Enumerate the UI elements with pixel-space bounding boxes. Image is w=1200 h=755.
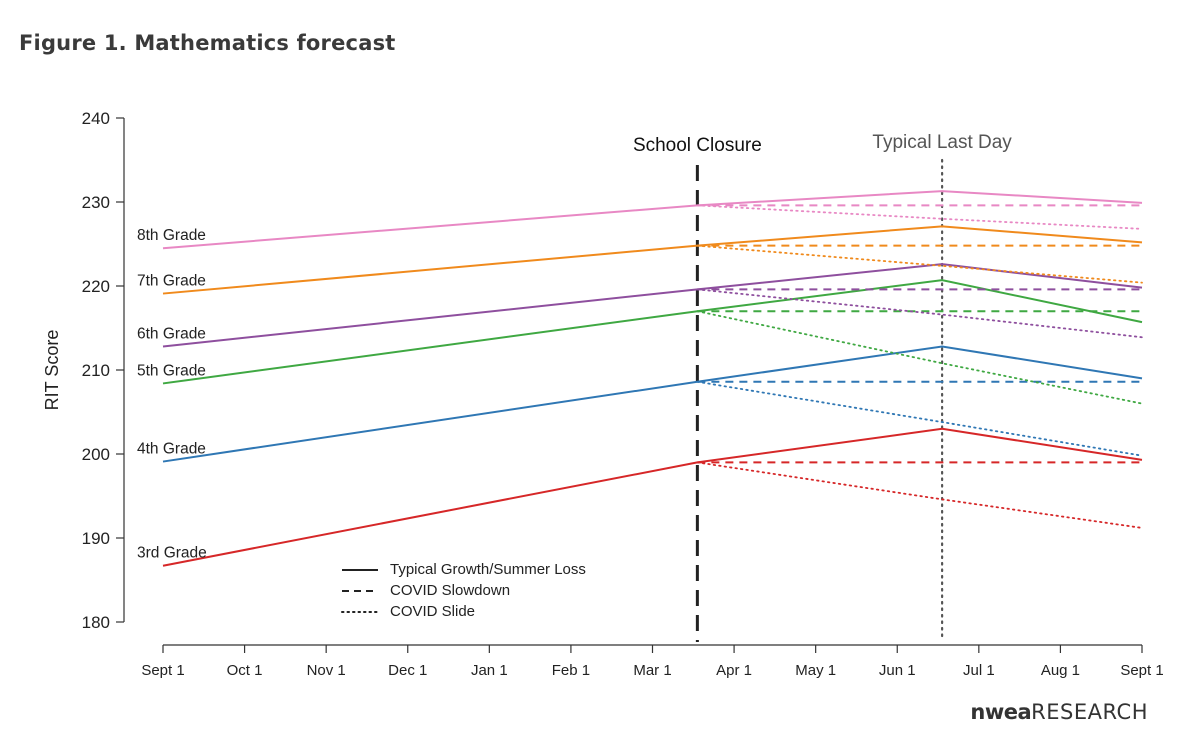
x-tick-label: May 1 [795,662,836,679]
legend-item-slide: COVID Slide [340,601,586,622]
7th-grade-label: 7th Grade [137,273,206,290]
y-axis-label: RIT Score [42,330,62,411]
x-tick-label: Sept 1 [1120,662,1163,679]
brand-logo-word: RESEARCH [1031,700,1148,724]
x-tick-label: Jun 1 [879,662,916,679]
5th-grade-typical-line [162,279,1143,385]
8th-grade-typical-line [162,190,1143,250]
legend: Typical Growth/Summer Loss COVID Slowdow… [340,559,586,622]
legend-swatch-solid [342,568,378,571]
axes: 180 190 200 210 220 230 240 RIT Score Sept 1 Oct … [42,109,1164,679]
6th-grade-covid-slide-line [696,288,1143,339]
3rd-grade-typical-line [162,427,1143,567]
3rd-grade-label: 3rd Grade [137,545,207,562]
y-tick-label: 220 [82,277,110,296]
legend-label: Typical Growth/Summer Loss [390,561,586,578]
4th-grade-covid-slide-line [696,380,1143,457]
y-tick-label: 180 [82,613,110,632]
legend-swatch-dashed [342,589,378,592]
x-tick-label: Apr 1 [716,662,752,679]
vertical-markers: School Closure Typical Last Day [633,132,1012,642]
x-tick-label: Jul 1 [963,662,995,679]
brand-logo: nweaRESEARCH [970,700,1148,724]
6th-grade-typical-line [162,263,1143,348]
figure-title: Figure 1. Mathematics forecast [19,31,396,55]
7th-grade-typical-line [162,225,1143,295]
brand-logo-mark: nwea [970,700,1032,724]
legend-label: COVID Slide [390,603,476,620]
y-tick-label: 240 [82,109,110,128]
x-tick-label: Mar 1 [633,662,671,679]
y-tick-label: 200 [82,445,110,464]
series-lines [162,190,1143,567]
y-tick-label: 230 [82,193,110,212]
legend-item-slowdown: COVID Slowdown [340,580,586,601]
7th-grade-covid-slide-line [696,244,1143,284]
4th-grade-label: 4th Grade [137,441,206,458]
5th-grade-covid-slide-line [696,310,1143,405]
x-tick-label: Nov 1 [307,662,346,679]
legend-label: COVID Slowdown [390,582,511,599]
3rd-grade-covid-slide-line [696,461,1143,529]
x-tick-label: Feb 1 [552,662,590,679]
5th-grade-label: 5th Grade [137,362,206,379]
x-tick-label: Jan 1 [471,662,508,679]
y-tick-label: 210 [82,361,110,380]
legend-swatch-dotted [341,610,379,613]
school-closure-label: School Closure [633,135,762,156]
8th-grade-label: 8th Grade [137,227,206,244]
legend-item-typical: Typical Growth/Summer Loss [340,559,586,580]
y-tick-label: 190 [82,529,110,548]
x-tick-label: Oct 1 [227,662,263,679]
8th-grade-covid-slide-line [696,204,1143,230]
x-tick-label: Aug 1 [1041,662,1080,679]
x-tick-label: Dec 1 [388,662,427,679]
series-labels: 3rd Grade 4th Grade 5th Grade 6th Grade 7th … [137,227,207,562]
x-tick-label: Sept 1 [141,662,184,679]
6th-grade-label: 6th Grade [137,325,206,342]
typical-last-day-label: Typical Last Day [872,132,1012,153]
4th-grade-typical-line [162,345,1143,463]
